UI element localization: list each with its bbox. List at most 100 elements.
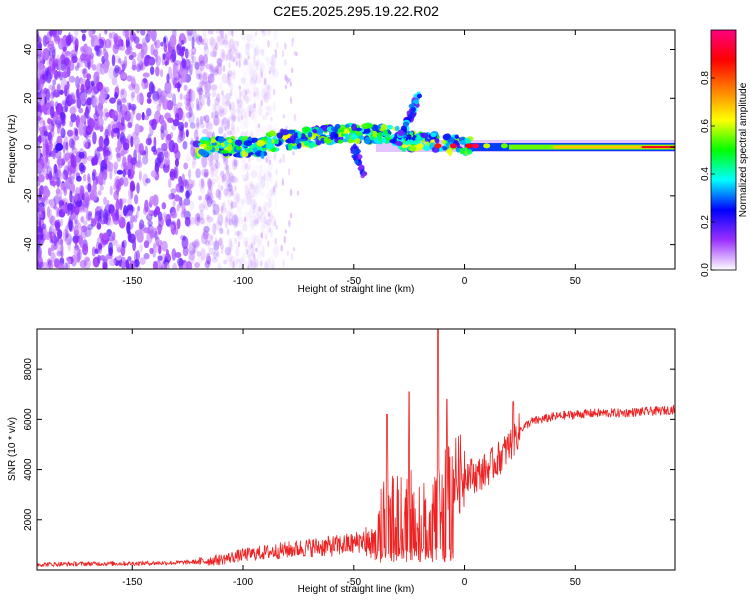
noise-blob	[241, 173, 248, 181]
noise-blob	[254, 44, 260, 57]
noise-blob	[217, 182, 221, 194]
noise-blob	[248, 208, 255, 218]
noise-blob	[115, 260, 119, 267]
noise-blob	[224, 41, 230, 49]
noise-blob	[104, 51, 109, 62]
noise-blob	[242, 236, 249, 247]
noise-blob	[253, 219, 260, 227]
noise-blob	[164, 261, 170, 269]
snr-series-line	[37, 329, 675, 567]
noise-blob	[219, 107, 225, 114]
noise-blob	[198, 178, 205, 190]
noise-blob	[216, 93, 221, 103]
noise-blob	[224, 187, 228, 200]
noise-blob	[230, 69, 236, 80]
noise-blob	[121, 198, 127, 204]
noise-blob	[233, 158, 238, 167]
colorbar: 0.0 0.2 0.4 0.6 0.8 Normalized spectral ampl…	[700, 29, 749, 277]
noise-blob	[227, 48, 233, 61]
noise-blob	[37, 71, 40, 83]
noise-blob	[223, 174, 229, 187]
noise-blob	[224, 208, 227, 214]
noise-blob	[164, 81, 172, 94]
noise-blob	[50, 120, 56, 127]
noise-blob	[153, 136, 157, 149]
noise-blob	[221, 94, 227, 107]
noise-blob	[262, 30, 265, 37]
noise-blob	[253, 253, 256, 261]
colorbar-tick-label: 0.4	[700, 167, 711, 181]
noise-blob	[284, 42, 287, 50]
noise-blob	[210, 50, 217, 58]
band-blob	[220, 149, 229, 154]
noise-blob	[185, 129, 189, 138]
noise-blob	[52, 79, 57, 86]
noise-blob	[244, 42, 250, 56]
noise-blob	[130, 214, 136, 223]
noise-blob	[53, 195, 60, 205]
band-blob	[274, 138, 279, 145]
colorbar-tick-label: 0.6	[700, 119, 711, 133]
noise-blob	[266, 83, 271, 90]
noise-blob	[90, 80, 95, 87]
noise-blob	[198, 35, 203, 43]
noise-blob	[169, 211, 177, 219]
noise-blob	[231, 30, 234, 37]
noise-blob	[120, 39, 124, 47]
noise-blob	[199, 115, 204, 126]
band-blob	[234, 139, 243, 146]
noise-blob	[235, 245, 240, 258]
snr-frame	[36, 328, 676, 571]
noise-blob	[217, 262, 222, 269]
noise-blob	[91, 97, 98, 107]
noise-blob	[226, 228, 230, 236]
band-hotspot	[500, 143, 508, 149]
noise-blob	[99, 184, 104, 191]
noise-blob	[200, 232, 208, 245]
noise-blob	[213, 119, 219, 127]
noise-blob	[75, 175, 82, 182]
noise-blob	[183, 208, 187, 215]
noise-blob	[183, 84, 188, 91]
branch-blob	[416, 93, 423, 99]
noise-blob	[248, 110, 252, 118]
noise-blob	[154, 39, 161, 49]
noise-blob	[212, 45, 218, 58]
noise-blob	[250, 259, 253, 267]
noise-blob	[268, 198, 272, 209]
noise-blob	[142, 77, 148, 84]
noise-blob	[259, 212, 266, 223]
noise-blob	[117, 181, 122, 191]
band-blob	[287, 143, 293, 151]
band-blob	[441, 139, 447, 144]
noise-blob	[254, 30, 258, 37]
noise-blob	[103, 196, 108, 205]
noise-blob	[139, 257, 146, 265]
noise-blob	[250, 199, 258, 210]
noise-blob	[253, 164, 259, 172]
noise-blob	[78, 126, 84, 136]
noise-blob	[260, 49, 265, 57]
noise-blob	[62, 46, 67, 52]
noise-blob	[210, 153, 214, 167]
noise-blob	[287, 168, 291, 176]
noise-blob	[174, 194, 181, 202]
noise-blob	[181, 111, 185, 122]
noise-blob	[199, 59, 205, 72]
noise-blob	[227, 170, 231, 181]
noise-blob	[246, 249, 251, 259]
noise-blob	[221, 117, 228, 130]
band-blob	[454, 134, 459, 139]
noise-blob	[116, 255, 122, 261]
noise-blob	[54, 71, 58, 81]
noise-blob	[58, 200, 65, 206]
noise-blob	[260, 206, 267, 215]
noise-blob	[204, 240, 210, 246]
noise-blob	[220, 205, 224, 214]
noise-blob	[226, 130, 233, 136]
noise-blob	[237, 114, 240, 123]
noise-blob	[196, 36, 204, 45]
band-blob	[227, 143, 233, 151]
noise-blob	[215, 58, 223, 65]
noise-blob	[185, 190, 190, 199]
